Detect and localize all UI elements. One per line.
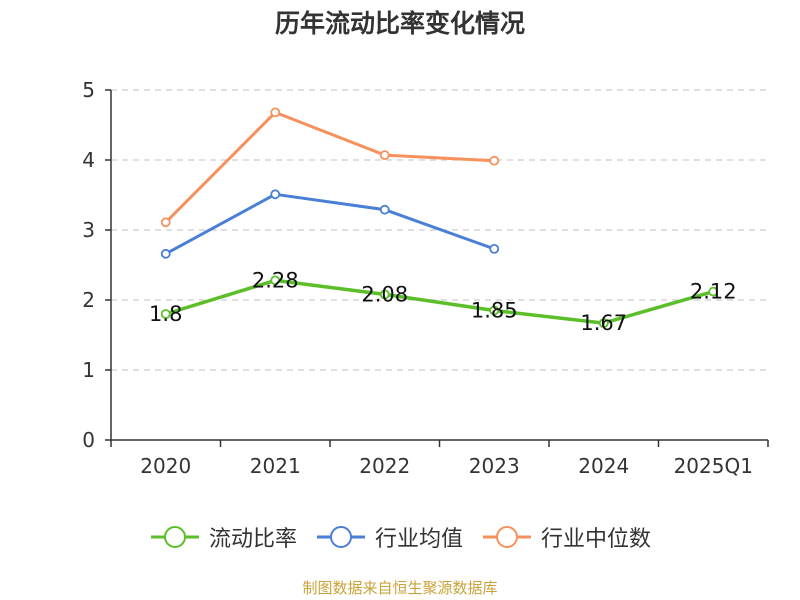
data-point: [379, 204, 390, 215]
data-label: 2.08: [361, 282, 408, 306]
data-label: 2.12: [690, 280, 737, 304]
legend-label: 行业中位数: [541, 527, 652, 552]
series-line: [164, 110, 496, 224]
x-tick-label: 2023: [469, 454, 520, 478]
data-point: [379, 289, 390, 300]
data-point: [270, 189, 281, 200]
data-label: 1.67: [580, 311, 627, 335]
legend: 流动比率 行业均值 行业中位数: [0, 519, 800, 555]
data-point: [489, 155, 500, 166]
x-tick-label: 2025Q1: [674, 454, 753, 478]
x-tick-label: 2024: [578, 454, 629, 478]
y-tick-label: 1: [82, 358, 95, 382]
legend-line-circle-icon: [316, 526, 365, 548]
legend-line-circle-icon: [483, 526, 531, 548]
data-point: [270, 107, 281, 118]
data-point: [489, 243, 500, 254]
data-point: [708, 286, 719, 297]
x-tick-label: 2022: [359, 454, 410, 478]
data-point: [598, 318, 609, 329]
data-point: [270, 275, 281, 286]
data-point: [160, 248, 171, 259]
data-label: 1.85: [471, 299, 518, 323]
series-line: [164, 192, 496, 256]
source-footer: 制图数据来自恒生聚源数据库: [302, 579, 498, 597]
x-tick-label: 2021: [250, 454, 301, 478]
data-point: [160, 309, 171, 319]
data-point: [489, 305, 500, 316]
legend-item[interactable]: 流动比率: [149, 521, 297, 553]
chart-title: 历年流动比率变化情况: [274, 9, 525, 38]
y-tick-label: 0: [82, 428, 95, 452]
y-tick-label: 3: [82, 218, 95, 242]
data-label: 1.8: [149, 302, 182, 326]
legend-line-circle-icon: [150, 526, 199, 548]
legend-item[interactable]: 行业均值: [315, 521, 463, 553]
legend-label: 行业均值: [374, 527, 463, 552]
legend-label: 流动比率: [208, 527, 297, 552]
data-label: 2.28: [252, 268, 299, 292]
data-point: [379, 150, 390, 161]
y-tick-label: 4: [82, 148, 95, 172]
legend-item[interactable]: 行业中位数: [481, 521, 651, 553]
y-tick-label: 5: [82, 78, 95, 102]
series-line: [164, 278, 715, 325]
y-tick-label: 2: [82, 288, 95, 312]
x-tick-label: 2020: [140, 454, 191, 478]
data-point: [160, 217, 171, 228]
